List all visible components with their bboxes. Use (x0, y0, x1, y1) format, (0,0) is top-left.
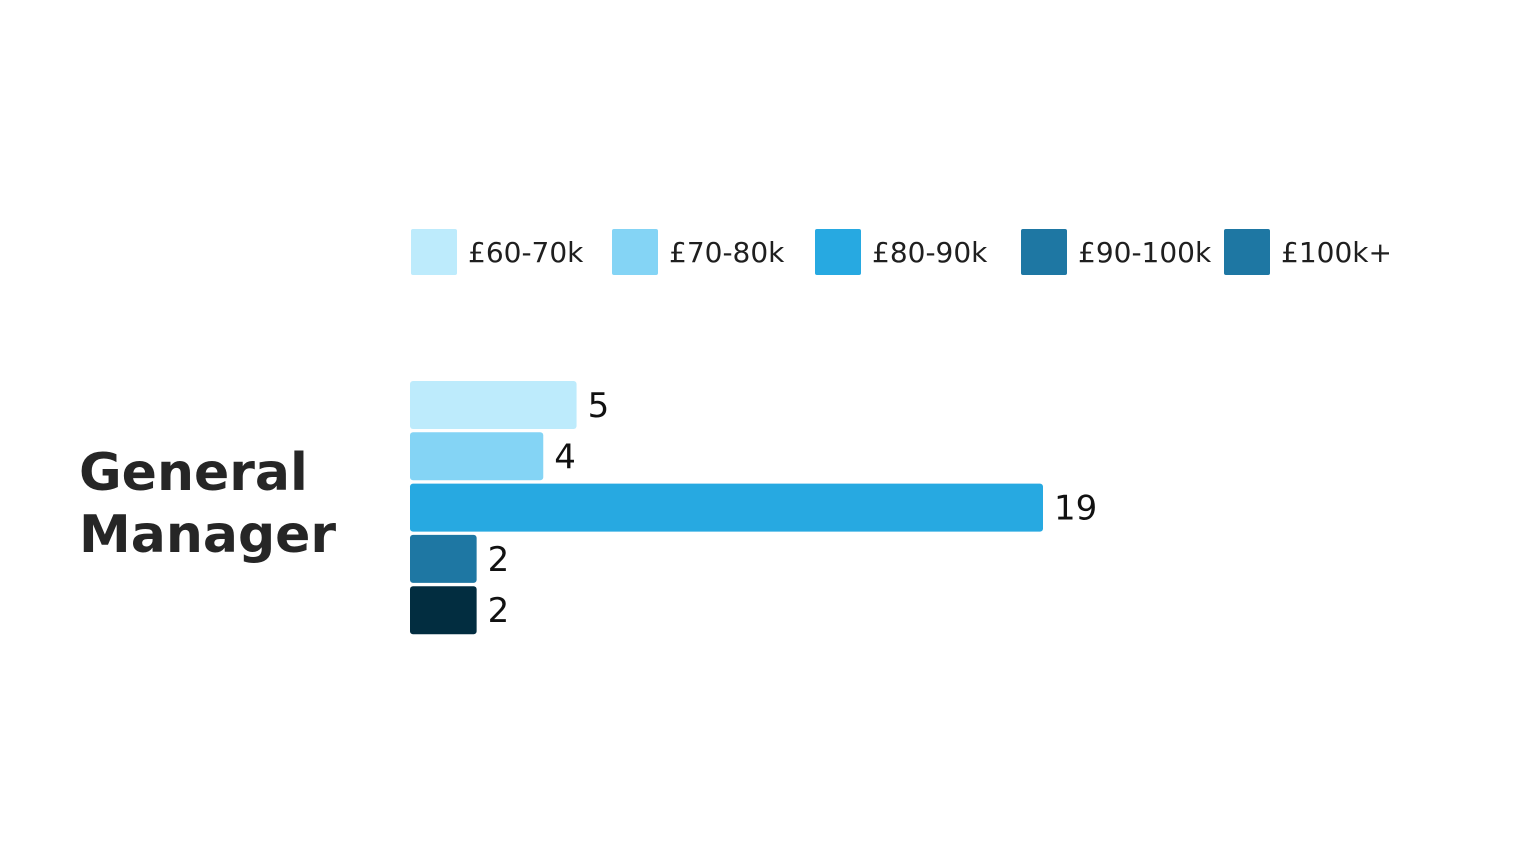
legend-item-60-70k: £60-70k (411, 229, 584, 275)
legend-item-90-100k: £90-100k (1021, 229, 1212, 275)
value-label-80-90k: 19 (1054, 489, 1097, 529)
legend-item-80-90k: £80-90k (815, 229, 988, 275)
legend-swatch (1021, 229, 1067, 275)
legend-label: £70-80k (669, 236, 785, 269)
data-labels: 54 19 2 2 (488, 386, 1098, 631)
legend-item-100k-plus: £100k+ (1224, 229, 1392, 275)
legend: £60-70k £70-80k £80-90k £90-100k £100k+ (411, 229, 1392, 275)
value-label-90-100k: 2 (488, 540, 510, 580)
value-label-70-80k: 4 (554, 437, 576, 477)
legend-label: £60-70k (468, 236, 584, 269)
category-label-line-2: Manager (79, 505, 336, 565)
value-label-100k-plus: 2 (488, 591, 510, 631)
legend-label: £90-100k (1078, 236, 1212, 269)
bar-80-90k (410, 483, 1043, 532)
legend-item-70-80k: £70-80k (612, 229, 785, 275)
legend-label: £100k+ (1281, 236, 1392, 269)
bar-60-70k (410, 381, 577, 429)
category-axis: General Manager (79, 443, 336, 565)
bars (410, 381, 1043, 635)
bar-70-80k (410, 432, 544, 481)
category-label-line-1: General (79, 443, 308, 503)
bar-100k-plus (410, 586, 477, 635)
legend-swatch (411, 229, 457, 275)
legend-label: £80-90k (872, 236, 988, 269)
bar-90-100k (410, 534, 477, 583)
legend-swatch (815, 229, 861, 275)
legend-swatch (1224, 229, 1270, 275)
value-label-60-70k: 5 (588, 386, 610, 426)
legend-swatch (612, 229, 658, 275)
